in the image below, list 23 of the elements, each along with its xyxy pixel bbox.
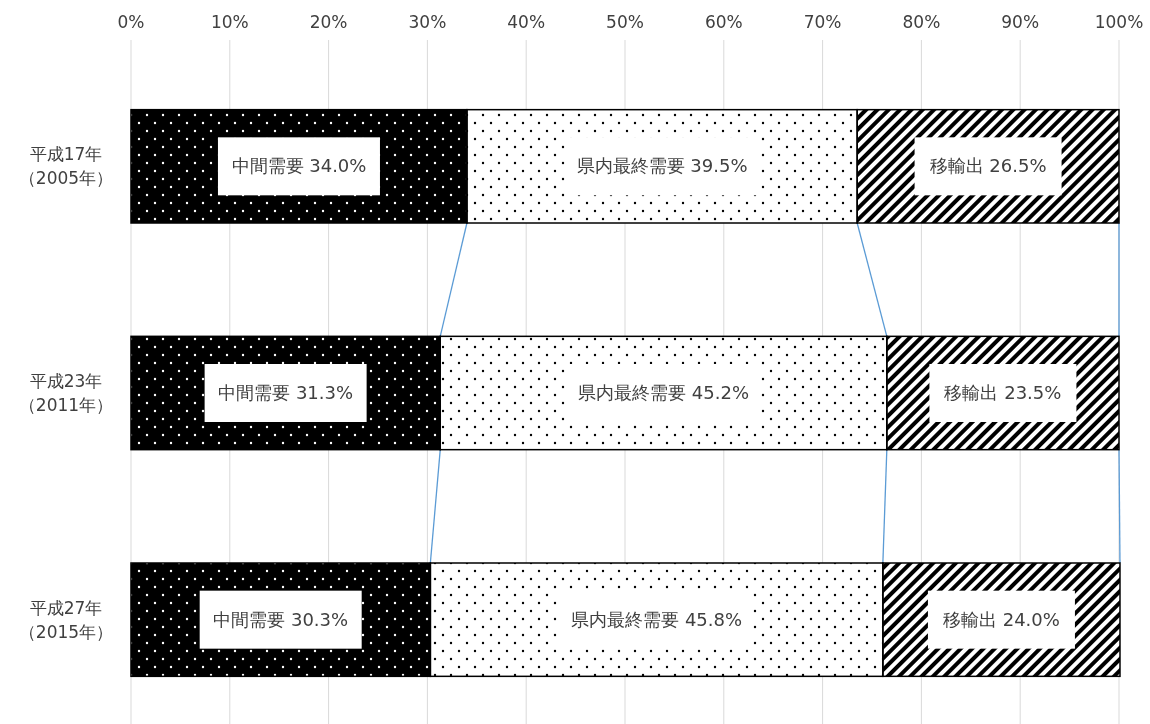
data-label: 県内最終需要 45.2% (578, 382, 749, 403)
x-tick-label: 0% (117, 12, 145, 32)
x-tick-label: 30% (408, 12, 447, 32)
y-tick-label: 平成27年（2015年） (18, 597, 114, 642)
data-label: 移輸出 26.5% (929, 155, 1047, 177)
data-label: 県内最終需要 39.5% (576, 155, 748, 177)
data-label: 中間需要 30.3% (213, 608, 349, 630)
data-label: 中間需要 34.0% (231, 155, 367, 177)
data-label: 移輸出 23.5% (944, 382, 1062, 403)
data-label: 移輸出 24.0% (942, 608, 1060, 630)
x-tick-label: 10% (210, 12, 249, 32)
y-tick-label: 平成23年（2011年） (18, 371, 114, 415)
y-tick-label: 平成17年（2005年） (18, 144, 114, 189)
x-tick-label: 50% (606, 12, 644, 32)
x-tick-label: 100% (1094, 12, 1144, 32)
data-label: 中間需要 31.3% (218, 382, 354, 403)
x-tick-label: 70% (803, 12, 842, 32)
x-tick-label: 80% (902, 12, 941, 32)
x-tick-label: 20% (309, 12, 348, 32)
data-label: 県内最終需要 45.8% (571, 608, 743, 630)
x-tick-label: 40% (507, 12, 546, 32)
x-tick-label: 60% (704, 12, 743, 32)
x-tick-label: 90% (1001, 12, 1040, 32)
